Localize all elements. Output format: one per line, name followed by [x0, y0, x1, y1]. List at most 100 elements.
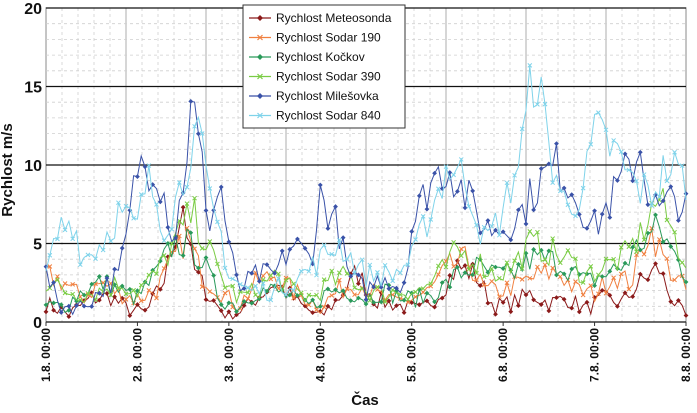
data-point: [295, 293, 300, 298]
data-point: [637, 247, 643, 253]
data-point: [451, 264, 456, 269]
data-point: [336, 277, 342, 283]
data-point: [135, 288, 140, 294]
legend-marker: [257, 73, 263, 80]
data-point: [123, 297, 129, 302]
data-point: [535, 102, 540, 107]
x-tick-label: 2.8. 00:00: [130, 328, 144, 382]
data-point: [561, 271, 567, 277]
data-point: [306, 292, 312, 298]
data-point: [260, 277, 266, 282]
data-point: [401, 280, 407, 286]
data-point: [218, 184, 224, 190]
data-point: [455, 264, 460, 270]
data-point: [268, 273, 274, 278]
data-point: [123, 203, 129, 209]
data-point: [477, 283, 483, 288]
y-tick-label: 5: [33, 237, 42, 254]
data-point: [618, 149, 624, 155]
data-point: [531, 207, 537, 213]
data-point: [150, 182, 156, 187]
data-point: [546, 308, 552, 314]
data-point: [367, 298, 373, 303]
data-point: [207, 239, 213, 244]
data-point: [340, 288, 346, 294]
data-point: [584, 299, 590, 305]
data-point: [260, 280, 266, 286]
data-point: [127, 286, 133, 292]
data-point: [146, 272, 152, 278]
data-point: [333, 297, 338, 303]
data-point: [325, 303, 331, 309]
data-point: [413, 237, 418, 242]
data-point: [234, 312, 239, 318]
data-point: [352, 271, 357, 276]
data-point: [615, 304, 620, 309]
data-point: [679, 260, 685, 265]
data-point: [474, 222, 479, 228]
data-point: [62, 227, 68, 233]
data-point: [485, 218, 491, 223]
legend-box: [242, 4, 406, 129]
data-point: [485, 300, 491, 306]
data-point: [390, 287, 396, 293]
data-point: [557, 274, 563, 280]
data-point: [321, 304, 327, 310]
data-point: [626, 286, 632, 292]
data-point: [276, 271, 281, 277]
y-tick-label: 0: [33, 315, 42, 332]
data-point: [474, 277, 479, 283]
data-point: [340, 235, 346, 241]
data-point: [515, 207, 521, 213]
data-point: [348, 298, 354, 304]
data-point: [668, 184, 674, 190]
data-point: [195, 131, 201, 137]
data-point: [256, 278, 262, 284]
legend-item: Rychlost Sodar 190: [249, 31, 381, 45]
data-point: [550, 236, 556, 241]
data-point: [382, 299, 388, 305]
y-tick-label: 15: [24, 80, 42, 97]
data-point: [542, 262, 548, 268]
data-point: [188, 230, 194, 236]
data-point: [645, 230, 651, 236]
data-point: [672, 229, 677, 235]
data-point: [142, 164, 148, 170]
data-point: [161, 253, 167, 258]
data-point: [108, 238, 114, 244]
data-point: [70, 236, 76, 242]
data-point: [420, 286, 426, 291]
data-point: [496, 275, 502, 281]
data-point: [664, 256, 670, 262]
data-point: [176, 180, 182, 185]
data-point: [51, 300, 57, 306]
data-point: [668, 299, 674, 304]
data-point: [557, 188, 563, 194]
x-tick-label: 8.8. 00:00: [679, 328, 693, 382]
data-point: [458, 246, 464, 252]
data-point: [355, 281, 361, 287]
data-point: [359, 257, 365, 263]
data-point: [634, 178, 639, 184]
data-point: [447, 273, 453, 278]
data-point: [157, 199, 163, 205]
data-point: [329, 268, 335, 274]
data-point: [169, 226, 175, 232]
data-point: [352, 285, 357, 291]
data-point: [96, 274, 102, 279]
data-point: [291, 288, 296, 293]
data-point: [603, 256, 609, 262]
data-point: [561, 185, 567, 191]
data-point: [641, 172, 647, 177]
data-point: [458, 157, 464, 162]
data-point: [481, 224, 487, 230]
data-point: [382, 262, 388, 268]
data-point: [230, 283, 236, 289]
series-line: [45, 65, 687, 302]
data-point: [436, 263, 441, 269]
data-point: [317, 182, 323, 188]
data-point: [626, 167, 632, 173]
data-point: [355, 295, 361, 301]
data-point: [378, 299, 384, 305]
data-point: [222, 290, 228, 296]
